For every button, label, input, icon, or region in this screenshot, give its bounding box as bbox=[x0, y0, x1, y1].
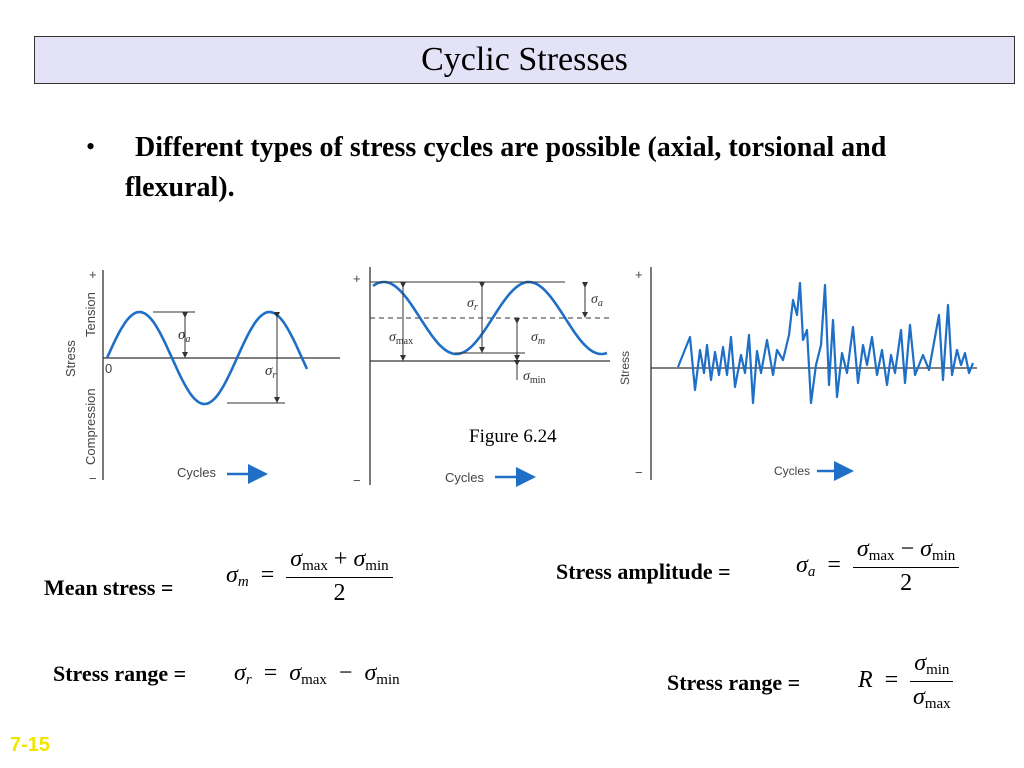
ratio-fraction: σmin σmax bbox=[910, 650, 954, 713]
stress-cycle-figures: + − 0 Stress Tension Compression σa σr C… bbox=[63, 267, 977, 488]
ratio-equals: = bbox=[884, 667, 899, 694]
fig3-plus: + bbox=[635, 267, 643, 282]
mean-lhs-sub: m bbox=[237, 574, 249, 591]
slide-number: 7-15 bbox=[10, 734, 51, 756]
fig2-cycles-label: Cycles bbox=[445, 470, 485, 485]
fig1-sigma-r: σr bbox=[265, 363, 276, 381]
amp-lhs-symbol: σ bbox=[796, 552, 808, 579]
fig2-sigma-a: σa bbox=[591, 292, 603, 309]
fig3-minus: − bbox=[635, 465, 643, 480]
mean-stress-formula: σm = σmax + σmin 2 bbox=[226, 546, 393, 607]
slide-title-box: Cyclic Stresses bbox=[34, 36, 1015, 84]
fig1-stress-label: Stress bbox=[63, 340, 78, 377]
stress-amplitude-formula: σa = σmax − σmin 2 bbox=[796, 536, 960, 597]
fig2-sigma-m: σm bbox=[531, 330, 545, 347]
slide-title: Cyclic Stresses bbox=[421, 41, 628, 78]
amp-denominator: 2 bbox=[900, 570, 913, 596]
figure-2-repeated-cycle: + − σmax σr σa σm σmin Cycles bbox=[353, 267, 610, 488]
range-b-sub: min bbox=[376, 672, 400, 688]
range-b: σ bbox=[364, 660, 377, 686]
fig2-minus: − bbox=[353, 473, 361, 488]
ratio-lhs-symbol: R bbox=[858, 667, 873, 694]
fig2-sigma-min: σmin bbox=[523, 369, 545, 386]
mean-numerator: σmax + σmin bbox=[286, 546, 393, 578]
fig1-tension-label: Tension bbox=[83, 292, 98, 337]
range-a-sub: max bbox=[301, 672, 327, 688]
ratio-numerator: σmin bbox=[910, 650, 954, 682]
fig3-cycles-label: Cycles bbox=[774, 464, 810, 478]
range-op: − bbox=[338, 660, 353, 686]
range-a: σ bbox=[289, 660, 302, 686]
amp-equals: = bbox=[827, 552, 841, 579]
fig1-sine-curve bbox=[105, 310, 309, 406]
fig1-minus: − bbox=[89, 471, 97, 486]
stress-range-label: Stress range = bbox=[53, 661, 187, 686]
fig2-sine-curve bbox=[372, 280, 608, 356]
stress-ratio-label: Stress range = bbox=[667, 670, 801, 695]
fig1-zero: 0 bbox=[105, 361, 112, 376]
mean-fraction: σmax + σmin 2 bbox=[286, 546, 393, 607]
amp-fraction: σmax − σmin 2 bbox=[852, 536, 960, 597]
amp-lhs-sub: a bbox=[807, 564, 816, 581]
mean-equals: = bbox=[260, 562, 275, 589]
fig2-plus: + bbox=[353, 271, 361, 286]
fig2-sigma-max: σmax bbox=[389, 330, 413, 347]
mean-lhs-symbol: σ bbox=[226, 562, 238, 589]
figure-1-reversed-cycle: + − 0 Stress Tension Compression σa σr C… bbox=[63, 267, 340, 486]
fig1-cycles-label: Cycles bbox=[177, 465, 217, 480]
bullet-text: Different types of stress cycles are pos… bbox=[125, 132, 887, 203]
range-lhs-sub: r bbox=[245, 672, 252, 688]
mean-denominator: 2 bbox=[333, 580, 346, 606]
fig1-sigma-a: σa bbox=[178, 327, 190, 345]
amp-numerator: σmax − σmin bbox=[852, 536, 960, 568]
figure-3-random-cycle: + − Stress Cycles bbox=[618, 267, 977, 481]
stress-range-formula: σr = σmax − σmin bbox=[234, 660, 400, 689]
stress-amplitude-label: Stress amplitude = bbox=[556, 559, 731, 584]
fig3-random-curve bbox=[676, 281, 975, 405]
ratio-denominator: σmax bbox=[912, 684, 951, 712]
bullet-symbol: • bbox=[86, 132, 96, 161]
fig3-stress-label: Stress bbox=[618, 351, 632, 385]
range-lhs-symbol: σ bbox=[234, 660, 246, 686]
stress-ratio-formula: R = σmin σmax bbox=[858, 650, 954, 713]
fig2-sigma-r: σr bbox=[467, 296, 478, 313]
range-equals: = bbox=[263, 660, 278, 686]
figure-caption: Figure 6.24 bbox=[469, 426, 557, 447]
mean-stress-label: Mean stress = bbox=[44, 575, 174, 600]
fig1-compression-label: Compression bbox=[83, 388, 98, 465]
fig1-plus: + bbox=[89, 267, 97, 282]
